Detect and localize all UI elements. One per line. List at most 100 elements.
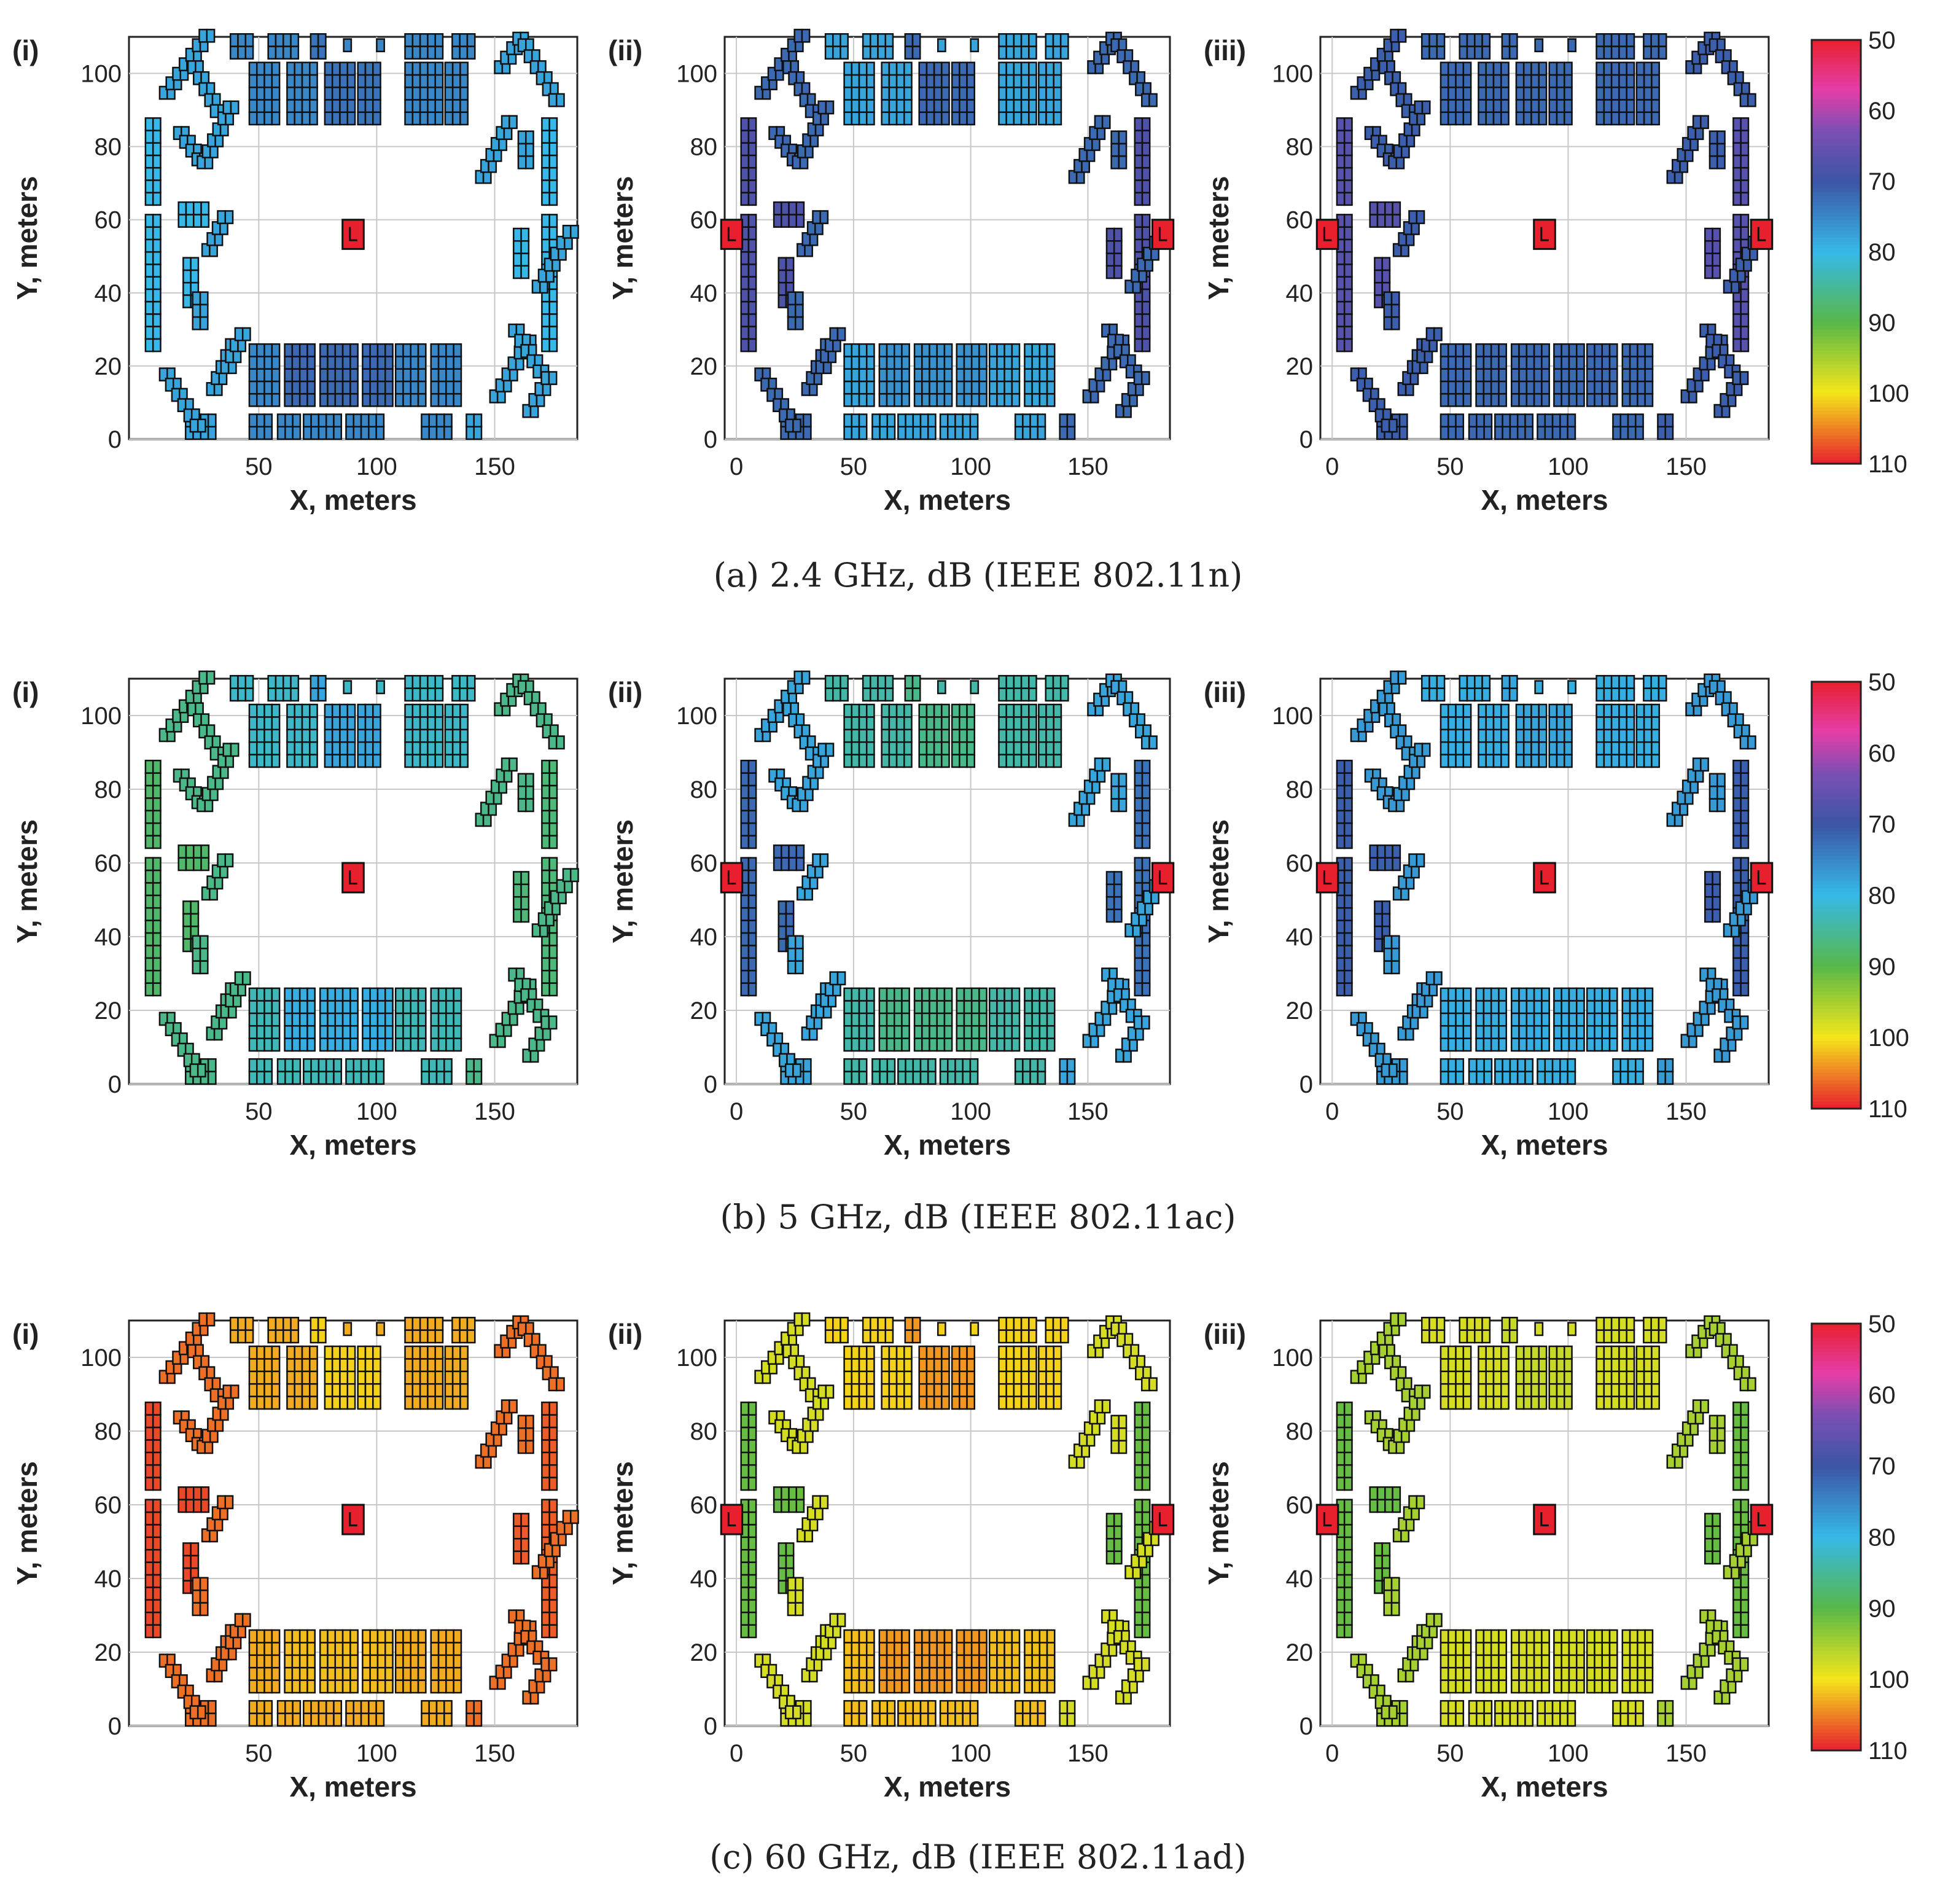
building-cell: [1416, 853, 1425, 868]
building-cell: [229, 1316, 239, 1331]
building-cell: [1541, 392, 1550, 407]
building-cell: [1462, 368, 1472, 383]
building-cell: [1045, 754, 1054, 768]
building-cell: [1390, 947, 1400, 962]
building-cell: [421, 1058, 430, 1072]
building-cell: [933, 111, 943, 126]
building-cell: [324, 754, 333, 768]
building-cell: [747, 869, 757, 884]
building-cell: [548, 300, 558, 315]
building-cell: [858, 1629, 868, 1644]
y-tick-label: 60: [690, 207, 718, 234]
building-cell: [788, 857, 798, 872]
building-cell: [144, 957, 154, 972]
building-cell: [740, 276, 750, 291]
building-cell: [913, 1679, 923, 1694]
building-cell: [1621, 1012, 1631, 1027]
building-cell: [1509, 1058, 1519, 1072]
building-cell: [459, 1395, 469, 1410]
building-cell: [1553, 368, 1562, 383]
y-tick-label: 0: [108, 1071, 122, 1098]
building-cell: [1014, 413, 1024, 428]
building-cell: [1013, 1370, 1023, 1385]
building-cell: [144, 238, 154, 253]
building-cell: [1551, 426, 1561, 440]
building-cell: [1548, 741, 1558, 755]
building-cell: [324, 1370, 333, 1385]
y-tick-label: 100: [80, 703, 122, 730]
building-cell: [1485, 86, 1495, 101]
building-cell: [199, 935, 209, 950]
building-cell: [858, 716, 868, 731]
building-cell: [988, 356, 998, 370]
colorbar-segment: [1812, 287, 1861, 292]
colorbar-segment: [1812, 407, 1861, 412]
building-cell: [1038, 1358, 1047, 1373]
building-cell: [362, 1679, 371, 1694]
building-cell: [267, 1329, 277, 1344]
building-cell: [189, 418, 199, 433]
building-cell: [349, 1024, 359, 1039]
building-cell: [255, 703, 265, 718]
building-cell: [445, 987, 454, 1002]
building-cell: [970, 343, 980, 357]
building-cell: [1037, 426, 1046, 440]
building-cell: [1462, 380, 1472, 395]
building-cell: [541, 1464, 550, 1478]
building-cell: [453, 1000, 462, 1015]
building-cell: [878, 1679, 888, 1694]
building-cell: [435, 1058, 445, 1072]
building-cell: [943, 1012, 953, 1027]
building-cell: [794, 303, 804, 318]
y-axis-label: Y, meters: [11, 176, 43, 300]
building-cell: [1657, 426, 1666, 440]
building-cell: [1664, 1071, 1674, 1085]
building-cell: [1626, 45, 1635, 60]
building-cell: [886, 1679, 895, 1694]
building-cell: [1643, 741, 1653, 755]
building-cell: [206, 1312, 216, 1327]
building-cell: [925, 728, 935, 743]
colorbar-segment: [1812, 1023, 1861, 1028]
building-cell: [334, 1679, 344, 1694]
building-cell: [1005, 1329, 1015, 1344]
building-cell: [904, 1316, 914, 1331]
building-cell: [331, 99, 341, 113]
building-cell: [349, 1000, 359, 1015]
building-cell: [290, 674, 300, 689]
colorbar-segment: [1812, 329, 1861, 334]
building-cell: [1014, 1699, 1024, 1714]
building-cell: [248, 111, 258, 126]
building-cell: [901, 1037, 910, 1052]
building-cell: [1013, 1395, 1023, 1410]
colorbar-segment: [1812, 442, 1861, 447]
x-tick-label: 100: [356, 1098, 397, 1125]
building-cell: [1740, 166, 1750, 181]
building-cell: [364, 1358, 374, 1373]
building-cell: [1485, 74, 1495, 88]
building-cell: [1518, 392, 1528, 407]
building-cell: [918, 1358, 928, 1373]
building-cell: [888, 61, 898, 76]
building-cell: [1029, 1712, 1039, 1727]
building-cell: [951, 1395, 960, 1410]
building-cell: [248, 1642, 258, 1656]
building-cell: [881, 61, 890, 76]
building-cell: [1376, 857, 1386, 872]
building-cell: [1336, 822, 1346, 837]
building-cell: [275, 45, 284, 60]
building-cell: [1031, 392, 1041, 407]
building-cell: [1447, 716, 1457, 731]
building-cell: [410, 1629, 419, 1644]
x-tick-label: 50: [1436, 1098, 1464, 1125]
building-cell: [1005, 728, 1015, 743]
y-tick-label: 40: [1286, 280, 1314, 307]
building-cell: [466, 674, 476, 689]
building-cell: [1627, 426, 1637, 440]
building-cell: [941, 1383, 950, 1397]
building-cell: [1024, 1037, 1033, 1052]
building-cell: [419, 1358, 429, 1373]
building-cell: [372, 61, 381, 76]
y-tick-label: 80: [95, 1418, 122, 1445]
building-cell: [912, 413, 922, 428]
